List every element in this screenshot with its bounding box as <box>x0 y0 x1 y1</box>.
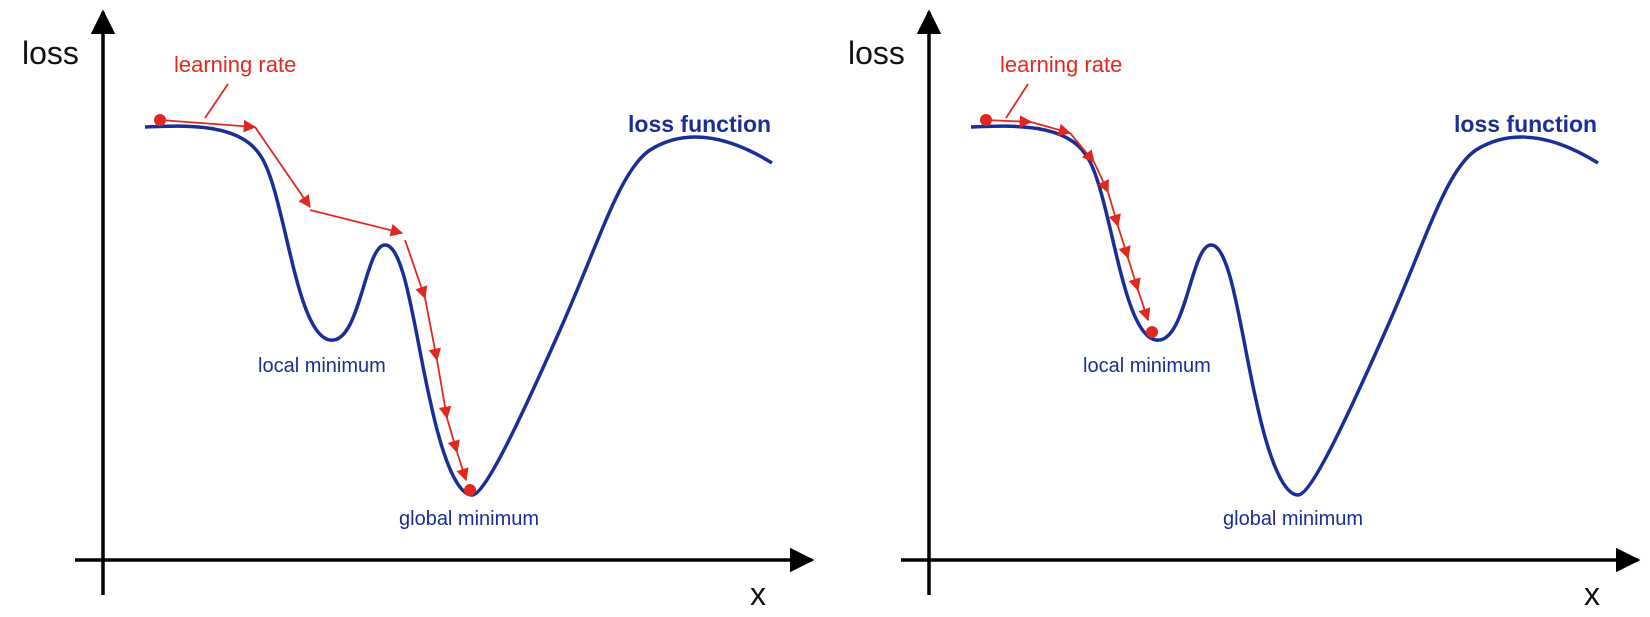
global-minimum-label: global minimum <box>1223 508 1363 530</box>
global-minimum-label: global minimum <box>399 508 539 530</box>
step-arrow <box>1107 191 1121 228</box>
step-arrow <box>446 417 460 454</box>
loss-curve <box>970 124 1599 497</box>
step-arrow <box>436 359 452 420</box>
step-arrow <box>1030 121 1072 136</box>
start-point <box>980 114 992 126</box>
step-arrow <box>985 115 1033 128</box>
loss-function-label: loss function <box>628 111 771 137</box>
step-arrow <box>1127 257 1141 292</box>
gradient-steps <box>159 83 469 482</box>
loss-curve <box>144 124 773 497</box>
step-arrow <box>1137 289 1151 322</box>
end-point-local-minimum <box>1146 326 1158 338</box>
end-point-global-minimum <box>464 484 476 496</box>
x-axis-label: x <box>750 576 766 612</box>
step-arrow <box>1117 225 1131 260</box>
local-minimum-label: local minimum <box>1083 355 1211 377</box>
learning-rate-leader <box>1005 83 1029 119</box>
step-arrow <box>309 209 404 237</box>
learning-rate-label: learning rate <box>1000 52 1122 77</box>
step-arrow <box>1069 132 1095 163</box>
learning-rate-label: learning rate <box>174 52 296 77</box>
step-arrow <box>456 451 469 482</box>
panel-small-learning-rate: loss x loss function local minimum globa… <box>848 9 1641 612</box>
step-arrow <box>1093 161 1109 194</box>
step-arrow <box>254 126 311 209</box>
y-axis-label: loss <box>848 35 905 71</box>
step-arrow <box>404 239 428 300</box>
local-minimum-label: local minimum <box>258 355 386 377</box>
start-point <box>154 114 166 126</box>
step-arrow <box>424 297 442 362</box>
x-axis-label: x <box>1584 576 1600 612</box>
y-axis-label: loss <box>22 35 79 71</box>
gradient-steps <box>985 83 1151 322</box>
step-arrow <box>159 119 257 133</box>
loss-function-label: loss function <box>1454 111 1597 137</box>
learning-rate-leader <box>204 83 229 119</box>
panel-large-learning-rate: loss x loss function local minimum globa… <box>22 9 815 612</box>
